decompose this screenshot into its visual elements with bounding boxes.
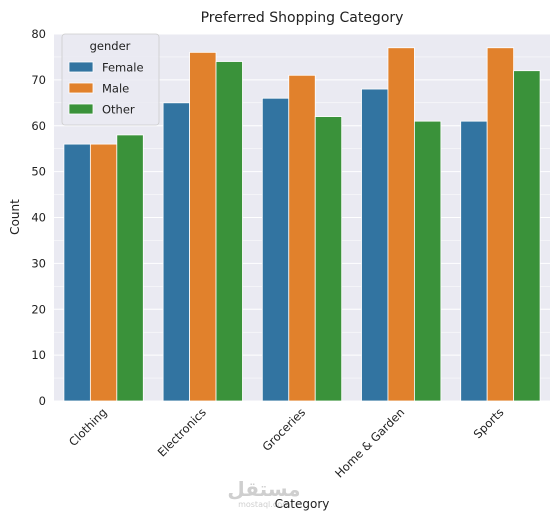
bar-other-clothing bbox=[116, 134, 144, 402]
chart-title: Preferred Shopping Category bbox=[201, 10, 404, 26]
bar-male-clothing bbox=[89, 143, 118, 402]
legend-label-female: Female bbox=[102, 61, 144, 75]
y-tick-label: 40 bbox=[31, 211, 46, 225]
y-tick-labels: 0 10 20 30 40 50 60 70 80 bbox=[31, 27, 46, 408]
bar-other-groceries bbox=[314, 116, 343, 402]
bar-male-groceries bbox=[288, 74, 316, 402]
y-tick-label: 20 bbox=[31, 302, 46, 316]
bar-other-electronics bbox=[215, 61, 243, 402]
legend-label-male: Male bbox=[102, 82, 129, 96]
bar-male-electronics bbox=[189, 51, 217, 402]
y-tick-label: 70 bbox=[31, 73, 46, 87]
bar-male-home-garden bbox=[387, 47, 415, 402]
watermark-subtext: mostaql.com bbox=[238, 500, 290, 509]
bars bbox=[63, 47, 541, 402]
y-axis-label: Count bbox=[8, 199, 22, 235]
x-tick-label: Sports bbox=[471, 405, 507, 441]
y-tick-label: 0 bbox=[39, 394, 46, 408]
bar-female-sports bbox=[460, 120, 488, 402]
legend-label-other: Other bbox=[102, 103, 135, 117]
legend-swatch-male bbox=[68, 82, 94, 94]
y-tick-label: 10 bbox=[31, 348, 46, 362]
legend: gender Female Male Other bbox=[61, 33, 160, 126]
legend-swatch-female bbox=[68, 61, 94, 73]
y-tick-label: 50 bbox=[31, 165, 46, 179]
watermark-logo: مستقل bbox=[227, 477, 300, 501]
bar-female-home-garden bbox=[361, 88, 389, 402]
legend-title: gender bbox=[90, 39, 131, 53]
legend-box bbox=[61, 33, 160, 126]
y-tick-label: 80 bbox=[31, 27, 46, 41]
bar-female-groceries bbox=[261, 97, 290, 402]
bar-female-electronics bbox=[162, 102, 190, 402]
bar-female-clothing bbox=[63, 143, 91, 402]
x-axis-label: Category bbox=[275, 497, 330, 511]
y-tick-label: 60 bbox=[31, 119, 46, 133]
x-tick-label: Groceries bbox=[259, 405, 308, 454]
bar-male-sports bbox=[486, 47, 515, 402]
legend-swatch-other bbox=[68, 103, 94, 115]
x-tick-labels: Clothing Electronics Groceries Home & Garde… bbox=[66, 405, 507, 480]
y-tick-label: 30 bbox=[31, 256, 46, 270]
bar-other-sports bbox=[513, 70, 541, 402]
x-tick-label: Electronics bbox=[155, 405, 209, 459]
x-tick-label: Home & Garden bbox=[332, 405, 407, 480]
bar-other-home-garden bbox=[414, 120, 442, 402]
x-tick-label: Clothing bbox=[66, 405, 110, 449]
